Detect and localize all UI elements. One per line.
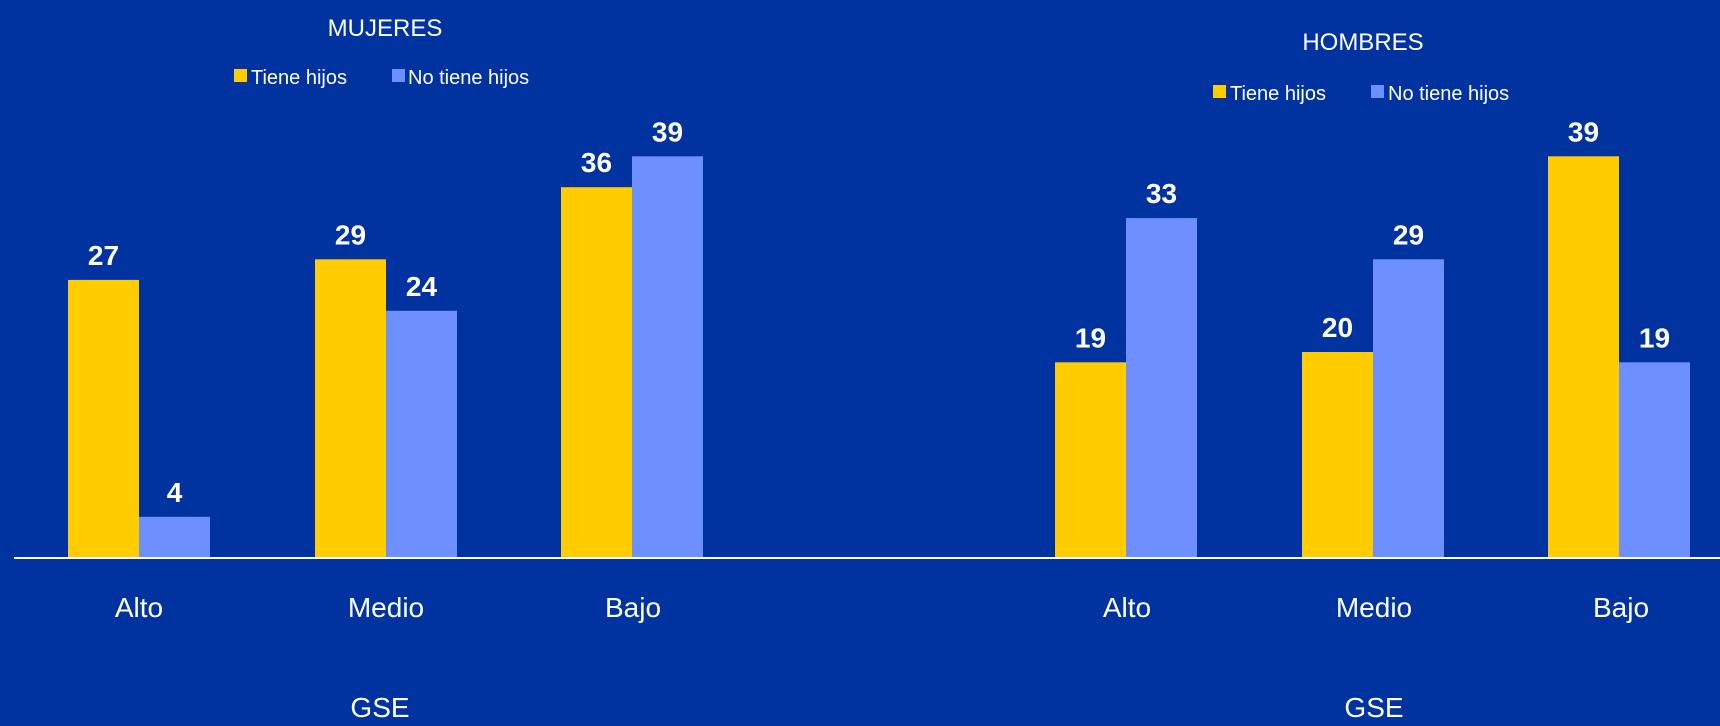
category-labels: Alto Medio Bajo <box>1103 592 1649 623</box>
data-label-no-tiene-hijos-bajo: 39 <box>652 116 683 147</box>
bars <box>1055 156 1690 559</box>
category-label: Bajo <box>605 592 661 623</box>
legend-label-no-tiene-hijos: No tiene hijos <box>1388 83 1509 105</box>
bar-no-tiene-hijos-bajo <box>632 156 703 559</box>
bar-tiene-hijos-medio <box>1302 352 1373 558</box>
data-label-no-tiene-hijos-medio: 24 <box>406 271 438 302</box>
bar-tiene-hijos-bajo <box>561 187 632 558</box>
category-label: Medio <box>348 592 424 623</box>
category-label: Alto <box>115 592 163 623</box>
legend-label-no-tiene-hijos: No tiene hijos <box>408 67 529 89</box>
data-label-tiene-hijos-medio: 29 <box>335 219 366 250</box>
bar-no-tiene-hijos-bajo <box>1619 362 1690 558</box>
data-label-tiene-hijos-alto: 27 <box>88 240 119 271</box>
data-label-tiene-hijos-medio: 20 <box>1322 312 1353 343</box>
legend: Tiene hijos No tiene hijos <box>234 67 529 89</box>
bar-no-tiene-hijos-alto <box>139 516 210 558</box>
category-label: Alto <box>1103 592 1151 623</box>
legend: Tiene hijos No tiene hijos <box>1213 83 1509 105</box>
bar-tiene-hijos-alto <box>68 279 139 558</box>
x-axis-label: GSE <box>350 692 409 721</box>
bar-no-tiene-hijos-alto <box>1126 218 1197 558</box>
chart-panel-hombres: HOMBRES Tiene hijos No tiene hijos 19 33 2… <box>1055 29 1690 723</box>
data-label-no-tiene-hijos-alto: 33 <box>1146 178 1177 209</box>
category-labels: Alto Medio Bajo <box>115 592 661 623</box>
bars <box>68 156 703 559</box>
bar-no-tiene-hijos-medio <box>1373 259 1444 558</box>
bar-tiene-hijos-alto <box>1055 362 1126 558</box>
legend-swatch-no-tiene-hijos <box>1371 85 1384 98</box>
bar-tiene-hijos-bajo <box>1548 156 1619 559</box>
bar-no-tiene-hijos-medio <box>386 310 457 558</box>
data-label-tiene-hijos-bajo: 39 <box>1568 116 1599 147</box>
legend-label-tiene-hijos: Tiene hijos <box>251 67 347 89</box>
data-label-no-tiene-hijos-bajo: 19 <box>1639 322 1670 353</box>
data-label-no-tiene-hijos-alto: 4 <box>167 477 183 508</box>
value-labels: 27 4 29 24 36 39 <box>88 116 683 508</box>
data-label-no-tiene-hijos-medio: 29 <box>1393 219 1424 250</box>
value-labels: 19 33 20 29 39 19 <box>1075 116 1670 353</box>
x-axis-label: GSE <box>1344 692 1403 721</box>
legend-swatch-no-tiene-hijos <box>392 69 405 82</box>
data-label-tiene-hijos-alto: 19 <box>1075 322 1106 353</box>
category-label: Bajo <box>1593 592 1649 623</box>
bar-tiene-hijos-medio <box>315 259 386 558</box>
legend-swatch-tiene-hijos <box>234 69 247 82</box>
data-label-tiene-hijos-bajo: 36 <box>581 147 612 178</box>
legend-swatch-tiene-hijos <box>1213 85 1226 98</box>
chart-title: HOMBRES <box>1302 29 1423 56</box>
category-label: Medio <box>1336 592 1412 623</box>
chart-title: MUJERES <box>328 15 443 42</box>
chart-panel-mujeres: MUJERES Tiene hijos No tiene hijos 27 4 29… <box>68 15 703 723</box>
legend-label-tiene-hijos: Tiene hijos <box>1230 83 1326 105</box>
